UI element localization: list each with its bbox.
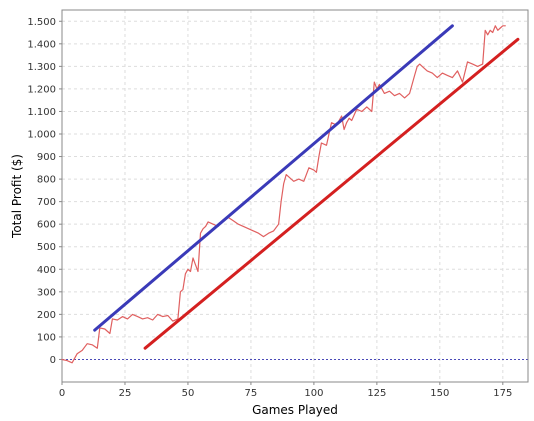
y-tick-label: 700	[37, 197, 56, 208]
x-axis-ticks: 0 25 50 75 100 125 150 175	[59, 382, 512, 399]
y-tick-label: 900	[37, 152, 56, 163]
x-tick-label: 150	[430, 388, 449, 399]
upper-bound-line	[93, 24, 454, 332]
plot-area	[62, 10, 528, 382]
y-tick-label: 1.300	[27, 62, 56, 73]
y-axis-ticks: 0 100 200 300 400 500 600 700 800 900 1.000 1.100 1.…	[27, 17, 62, 366]
plot-frame	[61, 9, 529, 383]
y-tick-label: 400	[37, 265, 56, 276]
x-tick-label: 50	[182, 388, 195, 399]
y-tick-label: 1.500	[27, 17, 56, 28]
x-tick-label: 75	[245, 388, 258, 399]
y-tick-label: 800	[37, 175, 56, 186]
x-tick-label: 175	[493, 388, 512, 399]
y-axis-label: Total Profit ($)	[10, 154, 24, 239]
lower-bound-line	[143, 37, 520, 350]
y-tick-label: 1.100	[27, 107, 56, 118]
x-axis-label: Games Played	[252, 403, 338, 417]
x-tick-label: 25	[119, 388, 132, 399]
data-series	[61, 24, 520, 364]
y-tick-label: 300	[37, 287, 56, 298]
profit-series-line	[61, 25, 506, 364]
x-tick-label: 125	[367, 388, 386, 399]
y-tick-label: 500	[37, 242, 56, 253]
x-tick-label: 0	[59, 388, 65, 399]
y-tick-label: 1.400	[27, 39, 56, 50]
y-tick-label: 600	[37, 220, 56, 231]
y-tick-label: 1.200	[27, 84, 56, 95]
axes	[61, 9, 529, 383]
y-tick-label: 1.000	[27, 130, 56, 141]
y-tick-label: 100	[37, 332, 56, 343]
y-tick-label: 0	[50, 355, 56, 366]
y-tick-label: 200	[37, 310, 56, 321]
x-tick-label: 100	[304, 388, 323, 399]
